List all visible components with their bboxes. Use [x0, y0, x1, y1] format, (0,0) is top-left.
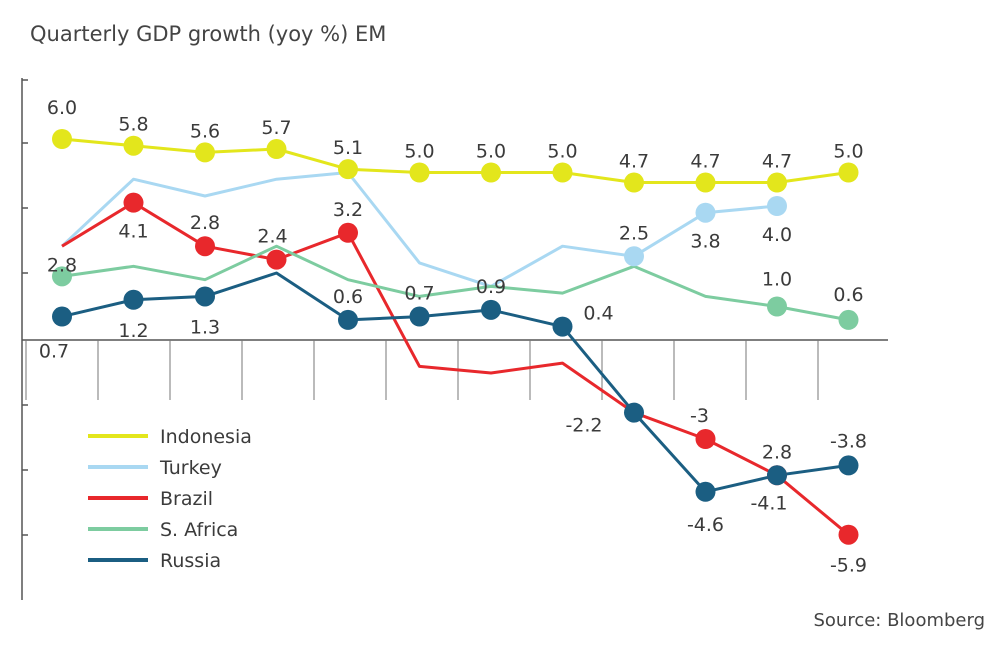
data-point-indonesia: [266, 139, 287, 160]
data-point-indonesia: [123, 135, 144, 156]
data-label-brazil: 2.4: [257, 226, 287, 248]
data-label-indonesia: 4.7: [690, 151, 720, 173]
data-point-russia: [767, 465, 787, 486]
data-point-indonesia: [767, 172, 787, 193]
data-label-s-africa: 0.6: [833, 284, 863, 306]
data-label-indonesia: 5.7: [261, 117, 291, 139]
data-point-indonesia: [624, 172, 644, 193]
data-label-s-africa: 1.0: [762, 269, 792, 291]
data-point-russia: [409, 306, 430, 327]
data-point-russia: [838, 455, 859, 476]
data-label-brazil: 2.8: [190, 212, 220, 234]
data-point-s-africa: [767, 296, 787, 317]
data-point-russia: [624, 402, 644, 423]
chart-title: Quarterly GDP growth (yoy %) EM: [30, 22, 387, 46]
legend-label-turkey: Turkey: [159, 457, 222, 479]
data-point-russia: [195, 286, 215, 307]
data-point-brazil: [838, 524, 859, 545]
data-point-indonesia: [695, 172, 716, 193]
legend-label-s-africa: S. Africa: [160, 519, 238, 541]
data-point-russia: [552, 316, 573, 337]
data-point-brazil: [695, 429, 716, 449]
data-label-russia: 0.6: [333, 286, 363, 308]
data-label-brazil: 3.2: [333, 199, 363, 221]
data-label-russia: 0.7: [39, 341, 69, 363]
data-point-brazil: [266, 249, 287, 270]
data-point-russia: [481, 299, 501, 320]
data-label-turkey: 4.0: [762, 224, 792, 246]
data-label-brazil: -4.1: [750, 492, 787, 514]
data-label-turkey: 2.5: [619, 222, 649, 244]
data-label-indonesia: 5.6: [190, 120, 220, 142]
legend-label-brazil: Brazil: [160, 488, 213, 510]
data-label-indonesia: 5.0: [404, 141, 434, 163]
data-label-indonesia: 4.7: [619, 151, 649, 173]
data-point-indonesia: [838, 162, 859, 183]
data-label-brazil: -5.9: [830, 555, 867, 577]
chart-source: Source: Bloomberg: [813, 610, 985, 631]
data-label-turkey: 3.8: [690, 231, 720, 253]
data-label-russia: 0.9: [476, 276, 506, 298]
series-line-turkey: [60, 171, 778, 288]
data-label-indonesia: 5.0: [547, 141, 577, 163]
data-point-indonesia: [338, 159, 358, 180]
data-point-brazil: [338, 222, 358, 243]
data-label-brazil: -3: [690, 405, 709, 427]
data-label-indonesia: 6.0: [47, 97, 77, 119]
data-label-indonesia: 5.8: [118, 114, 148, 136]
data-point-indonesia: [195, 142, 215, 163]
data-point-brazil: [195, 236, 215, 257]
data-point-brazil: [123, 192, 144, 213]
data-label-russia: 0.7: [404, 283, 434, 305]
data-label-brazil: 4.1: [118, 221, 148, 243]
data-label-indonesia: 5.1: [333, 137, 363, 159]
data-point-turkey: [624, 246, 644, 267]
data-point-indonesia: [552, 162, 573, 183]
data-label-russia: 1.3: [190, 316, 220, 338]
data-point-s-africa: [52, 266, 72, 287]
data-point-indonesia: [481, 162, 501, 183]
series-line-russia: [61, 271, 849, 494]
data-point-russia: [123, 289, 144, 310]
series-line-s-africa: [61, 244, 849, 322]
legend-label-indonesia: Indonesia: [160, 426, 252, 448]
data-label-indonesia: 5.0: [476, 141, 506, 163]
legend-label-russia: Russia: [160, 550, 221, 572]
data-point-russia: [695, 481, 716, 502]
data-label-russia: 1.2: [118, 320, 148, 342]
data-point-russia: [338, 309, 358, 330]
data-label-russia: 0.4: [583, 303, 613, 325]
data-point-russia: [52, 306, 72, 327]
data-label-indonesia: 4.7: [762, 151, 792, 173]
data-label-indonesia: 5.0: [833, 141, 863, 163]
data-label-russia: -4.6: [687, 514, 724, 536]
series-line-brazil: [61, 201, 850, 536]
data-point-indonesia: [52, 129, 72, 149]
data-label-russia: 2.8: [762, 441, 792, 463]
data-label-russia: -3.8: [830, 430, 867, 452]
data-label-russia: -2.2: [565, 415, 602, 437]
data-point-turkey: [767, 196, 787, 216]
data-point-s-africa: [838, 309, 859, 330]
data-point-turkey: [695, 202, 716, 223]
series-line-indonesia: [61, 137, 849, 184]
data-label-s-africa: 2.8: [47, 254, 77, 276]
data-point-indonesia: [409, 162, 430, 183]
